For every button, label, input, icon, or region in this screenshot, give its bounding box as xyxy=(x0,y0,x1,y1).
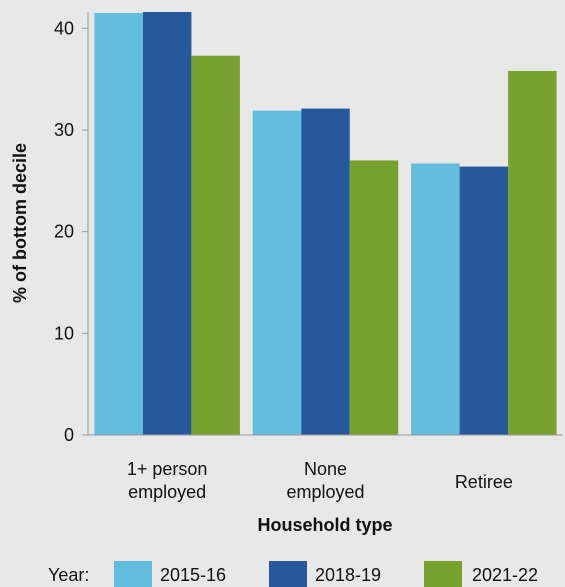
bar-2021-22-0 xyxy=(191,55,240,435)
bar-2015-16-2 xyxy=(411,163,460,436)
legend-label-2021-22: 2021-22 xyxy=(472,565,538,585)
legend-swatch-2015-16 xyxy=(114,561,152,587)
legend-swatch-2018-19 xyxy=(269,561,307,587)
y-tick-label: 10 xyxy=(54,323,74,343)
x-tick-label: 1+ person xyxy=(127,459,208,479)
bar-2015-16-1 xyxy=(252,110,302,436)
bar-2015-16-0 xyxy=(94,13,143,436)
bar-2018-19-1 xyxy=(301,108,350,435)
y-tick-label: 30 xyxy=(54,120,74,140)
bar-2018-19-0 xyxy=(142,12,192,435)
bar-2018-19-2 xyxy=(459,166,509,436)
bar-2021-22-1 xyxy=(349,160,399,435)
x-tick-label: None xyxy=(304,459,347,479)
y-tick-label: 0 xyxy=(64,425,74,445)
legend-title: Year: xyxy=(48,565,89,585)
x-tick-label: employed xyxy=(128,482,206,502)
y-axis-ticks: 0 10 20 30 40 xyxy=(54,18,88,445)
x-axis-tick-labels: 1+ person employed None employed Retiree xyxy=(127,459,513,502)
x-axis-title: Household type xyxy=(257,515,392,535)
y-tick-label: 40 xyxy=(54,18,74,38)
bar-2021-22-2 xyxy=(508,70,557,436)
y-tick-label: 20 xyxy=(54,222,74,242)
legend: Year: 2015-16 2018-19 2021-22 xyxy=(48,561,538,587)
bars xyxy=(94,12,557,436)
legend-label-2015-16: 2015-16 xyxy=(160,565,226,585)
plot-area: 0 10 20 30 40 1+ person employed None employed R… xyxy=(54,12,563,502)
legend-label-2018-19: 2018-19 xyxy=(315,565,381,585)
legend-swatch-2021-22 xyxy=(424,561,462,587)
x-tick-label: employed xyxy=(286,482,364,502)
x-tick-label: Retiree xyxy=(455,472,513,492)
y-axis-title: % of bottom decile xyxy=(10,143,30,303)
